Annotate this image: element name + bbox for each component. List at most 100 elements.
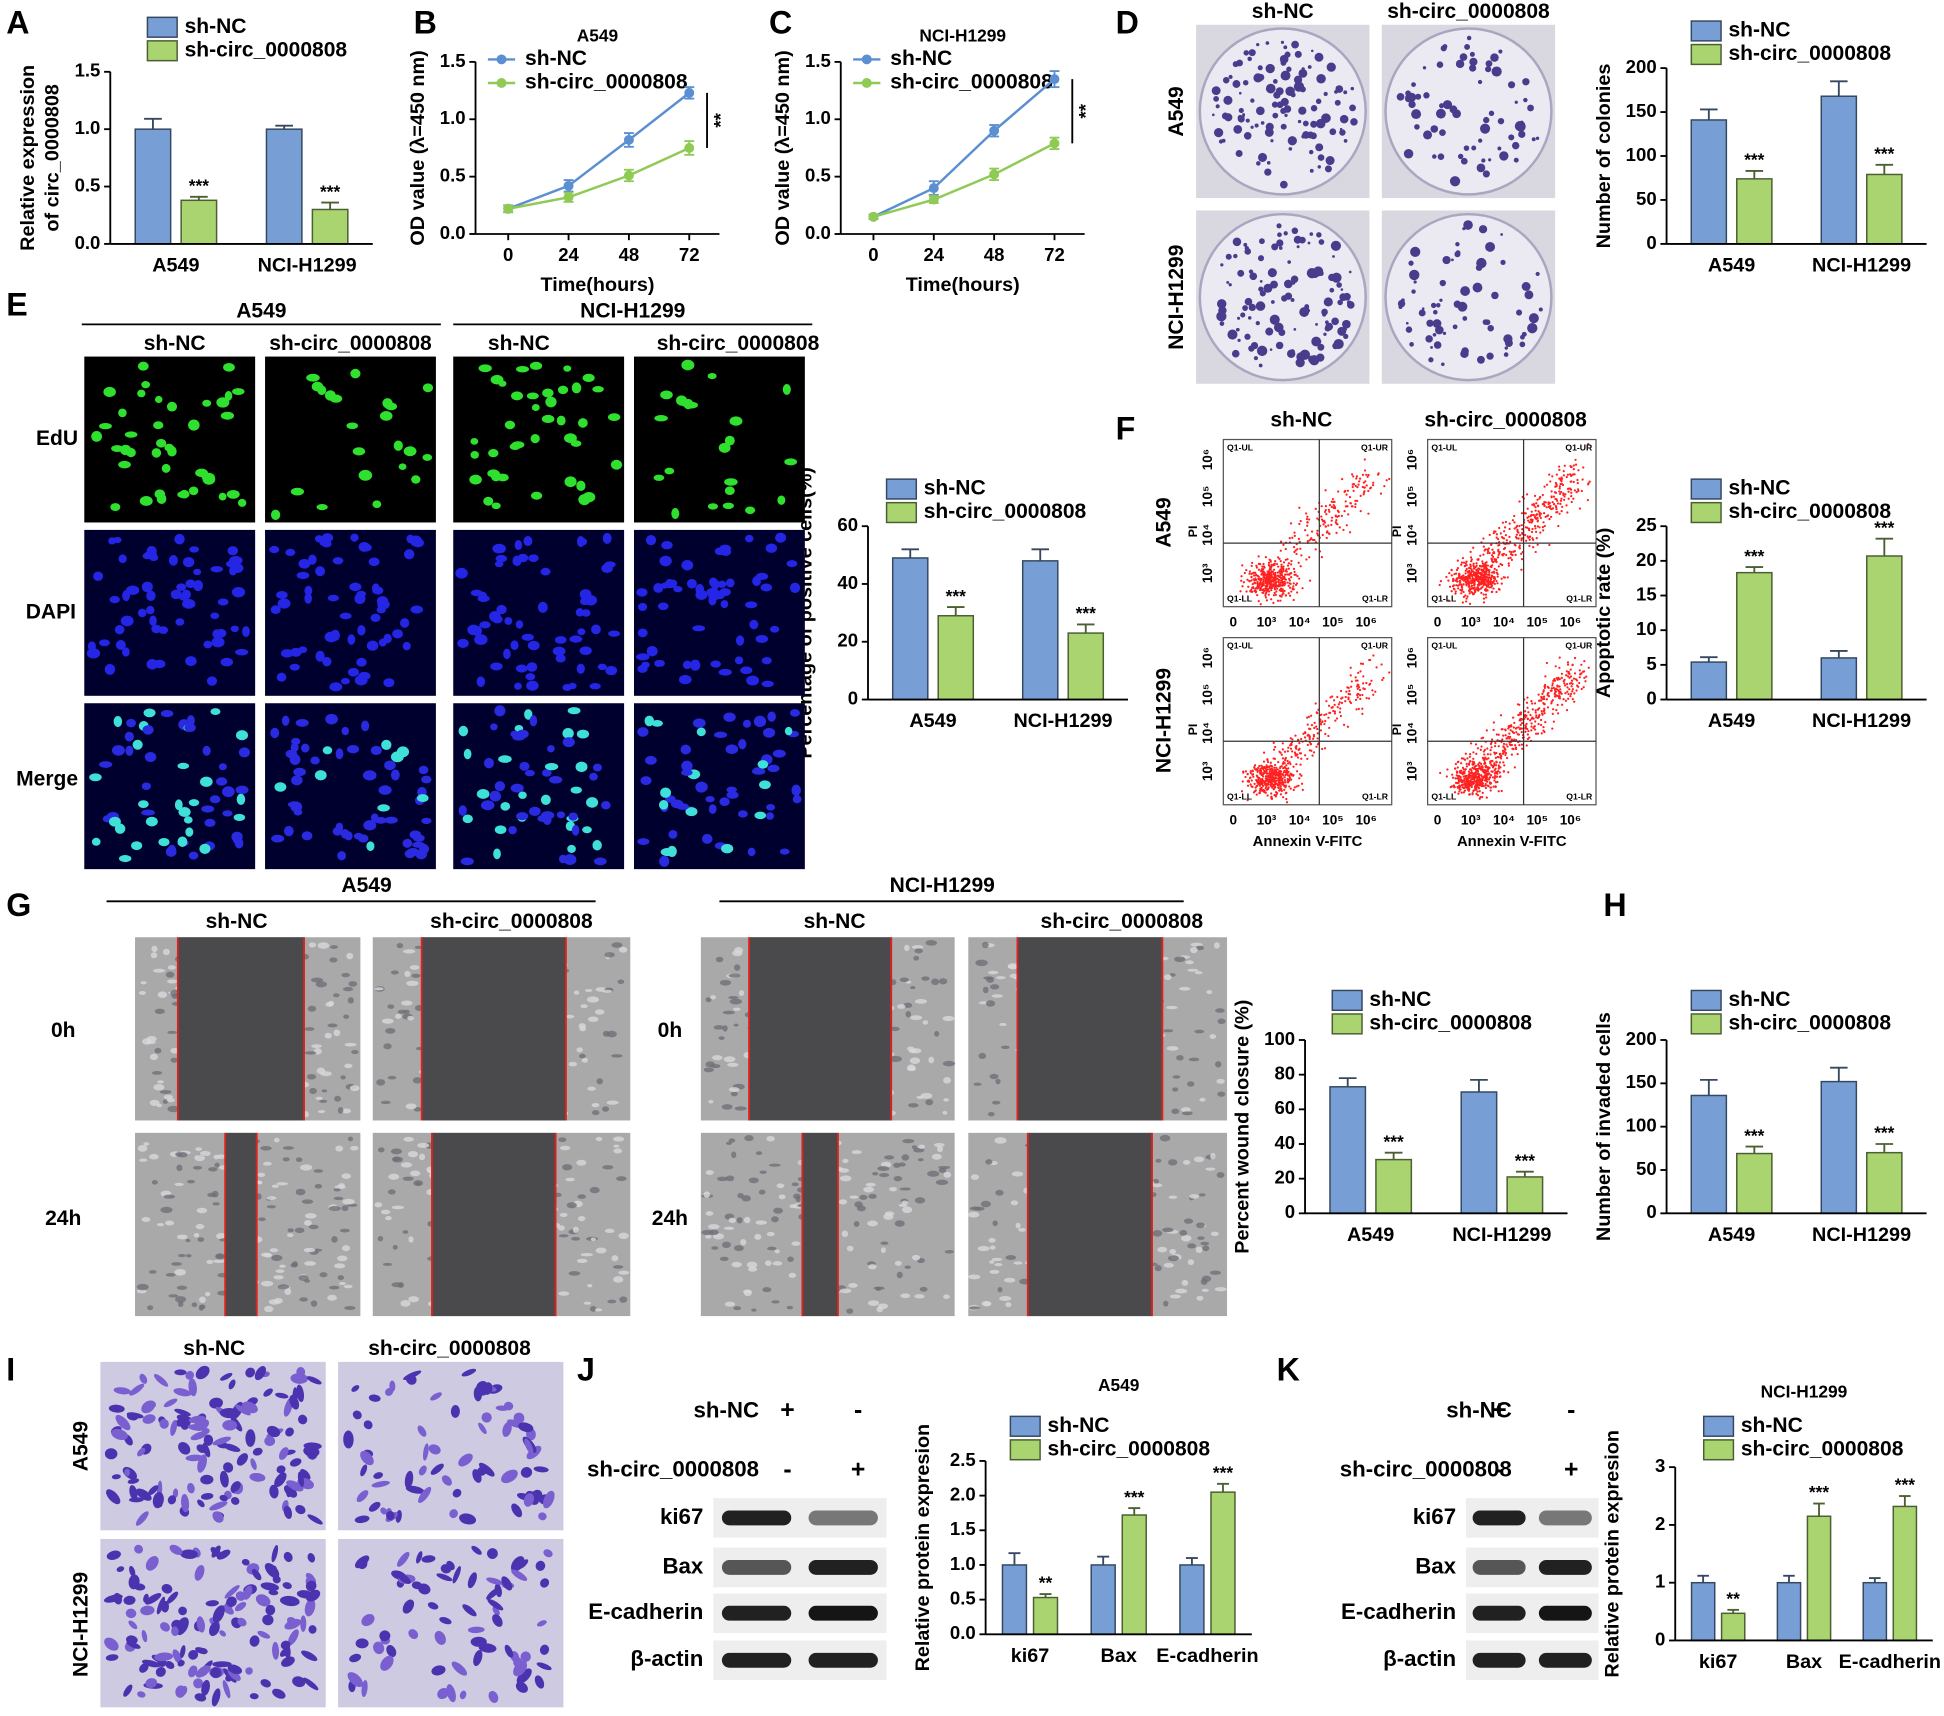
event xyxy=(1339,689,1343,693)
cell xyxy=(391,1156,404,1163)
event xyxy=(1573,473,1576,476)
event xyxy=(1340,514,1343,517)
cell xyxy=(216,1254,226,1259)
event xyxy=(1534,711,1537,714)
event xyxy=(1573,700,1576,703)
event xyxy=(1284,781,1287,784)
event xyxy=(1570,500,1573,504)
event xyxy=(1265,785,1268,788)
x-tick-label: 24 xyxy=(923,244,944,265)
event xyxy=(1464,782,1467,785)
event xyxy=(1484,589,1488,592)
nucleus xyxy=(682,660,692,670)
event xyxy=(1340,701,1344,704)
event xyxy=(1446,768,1449,771)
nucleus xyxy=(602,532,612,544)
colony xyxy=(1483,116,1490,124)
nucleus xyxy=(556,415,566,426)
cell xyxy=(590,1237,596,1242)
nucleus xyxy=(167,445,177,457)
point xyxy=(623,134,634,145)
colony xyxy=(1478,138,1483,143)
cell xyxy=(738,990,745,996)
nucleus xyxy=(562,737,575,748)
nucleus xyxy=(145,816,158,827)
nucleus xyxy=(118,554,127,564)
point xyxy=(989,125,1000,136)
event xyxy=(1572,677,1576,680)
y-tick-label: 1.5 xyxy=(75,60,101,81)
nucleus xyxy=(526,392,539,400)
cell xyxy=(718,1036,725,1040)
event xyxy=(1495,761,1498,764)
event xyxy=(1501,563,1504,567)
event xyxy=(1359,494,1362,498)
cell xyxy=(287,1233,294,1238)
cell xyxy=(138,990,146,995)
nucleus xyxy=(782,384,791,395)
y-tick-label: 5 xyxy=(1646,653,1656,674)
label: NCI-H1299 xyxy=(890,874,995,897)
event xyxy=(1468,760,1472,763)
bar xyxy=(1067,632,1105,701)
event xyxy=(1263,573,1266,576)
cell xyxy=(417,1142,430,1148)
event xyxy=(1247,779,1250,782)
bar xyxy=(1820,1080,1858,1215)
flow-plot xyxy=(1427,637,1597,806)
y-tick-label: 40 xyxy=(1274,1132,1295,1153)
nucleus xyxy=(597,663,607,671)
event xyxy=(1365,697,1368,700)
event xyxy=(1566,487,1570,491)
event xyxy=(1468,762,1471,765)
event xyxy=(1279,785,1282,788)
event xyxy=(1262,582,1265,585)
event xyxy=(1241,780,1244,783)
cell xyxy=(186,1253,192,1258)
event xyxy=(1261,565,1264,568)
event xyxy=(1474,743,1478,746)
event xyxy=(1281,590,1284,593)
label: sh-NC xyxy=(1270,409,1332,432)
event xyxy=(1465,567,1468,571)
event xyxy=(1483,748,1487,752)
nucleus xyxy=(525,673,536,681)
event xyxy=(1472,572,1476,575)
event xyxy=(1586,499,1589,502)
nucleus xyxy=(118,408,127,418)
event xyxy=(1455,568,1459,572)
nucleus xyxy=(530,554,539,562)
event xyxy=(1260,771,1263,774)
event xyxy=(1542,710,1546,713)
chart-title: NCI-H1299 xyxy=(919,26,1006,46)
cell xyxy=(619,1296,628,1303)
event xyxy=(1504,533,1507,537)
event xyxy=(1480,765,1484,768)
nucleus xyxy=(358,469,373,481)
nucleus xyxy=(212,629,222,639)
event xyxy=(1551,501,1554,504)
event xyxy=(1274,582,1277,585)
nucleus xyxy=(681,769,693,776)
event xyxy=(1516,703,1520,706)
event xyxy=(1476,747,1480,750)
cell xyxy=(402,949,416,954)
event xyxy=(1286,750,1289,753)
event xyxy=(1454,777,1457,780)
cell xyxy=(165,1273,176,1277)
event xyxy=(1259,579,1263,582)
nucleus xyxy=(361,720,370,732)
nucleus xyxy=(222,786,235,798)
event xyxy=(1255,566,1259,569)
nucleus xyxy=(529,715,538,727)
colony xyxy=(1418,309,1426,317)
label: 10³ xyxy=(1404,761,1419,781)
point xyxy=(928,194,939,205)
cell xyxy=(308,942,317,948)
event xyxy=(1498,771,1502,774)
event xyxy=(1348,495,1352,499)
event xyxy=(1308,737,1311,741)
event xyxy=(1336,509,1340,512)
event xyxy=(1297,784,1300,787)
